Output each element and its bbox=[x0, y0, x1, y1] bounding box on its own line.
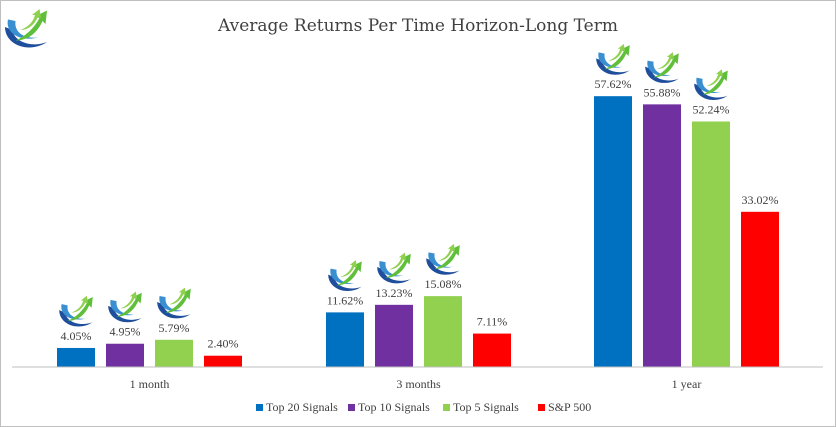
legend: Top 20 Signals Top 10 Signals Top 5 Signal… bbox=[256, 400, 591, 414]
bar-top-10-signals-1-month bbox=[106, 343, 144, 367]
bar-top-10-signals-3-months bbox=[375, 304, 413, 367]
category-label: 1 year bbox=[672, 377, 702, 391]
bar-s-p-500-1-year bbox=[741, 211, 779, 367]
category-label: 1 month bbox=[130, 377, 170, 391]
bars-layer bbox=[57, 96, 779, 367]
legend-label: Top 10 Signals bbox=[358, 400, 430, 414]
category-label: 3 months bbox=[396, 377, 441, 391]
growth-arrow-logo-icon bbox=[328, 260, 362, 291]
legend-swatch bbox=[538, 404, 545, 411]
data-label: 52.24% bbox=[693, 102, 730, 116]
legend-entry: Top 10 Signals bbox=[348, 400, 430, 414]
bar-top-5-signals-3-months bbox=[424, 296, 462, 367]
legend-swatch bbox=[256, 404, 263, 411]
growth-arrow-logo-icon bbox=[108, 291, 142, 323]
legend-label: Top 20 Signals bbox=[266, 400, 338, 414]
legend-swatch bbox=[348, 404, 355, 411]
growth-arrow-logo-icon bbox=[157, 287, 191, 319]
growth-arrow-logo-icon bbox=[694, 69, 728, 101]
legend-entry: Top 20 Signals bbox=[256, 400, 338, 414]
data-labels-layer: 4.05% 11.62% 57.62% 4.95% 13.23% 55.88% 5.79% 1… bbox=[61, 77, 779, 351]
data-label: 11.62% bbox=[327, 293, 364, 307]
bar-top-20-signals-1-year bbox=[594, 96, 632, 367]
data-label: 4.05% bbox=[61, 329, 92, 343]
legend-swatch bbox=[443, 404, 450, 411]
data-label: 4.95% bbox=[110, 325, 141, 339]
legend-label: Top 5 Signals bbox=[453, 400, 519, 414]
growth-arrow-logo-icon bbox=[377, 252, 411, 284]
data-label: 13.23% bbox=[376, 286, 413, 300]
legend-entry: S&P 500 bbox=[538, 400, 591, 414]
data-label: 55.88% bbox=[644, 85, 681, 99]
data-label: 7.11% bbox=[477, 315, 508, 329]
bar-top-5-signals-1-year bbox=[692, 121, 730, 367]
growth-arrow-logo-icon bbox=[596, 43, 630, 75]
bar-s-p-500-3-months bbox=[473, 333, 511, 367]
category-labels: 1 month 3 months 1 year bbox=[130, 377, 702, 391]
data-label: 2.40% bbox=[208, 337, 239, 351]
growth-arrow-logo-icon bbox=[426, 243, 460, 275]
data-label: 57.62% bbox=[595, 77, 632, 91]
bar-s-p-500-1-month bbox=[204, 355, 242, 367]
bar-top-20-signals-3-months bbox=[326, 312, 364, 367]
growth-arrow-logo-icon bbox=[5, 9, 47, 48]
growth-arrow-logo-icon bbox=[59, 295, 93, 327]
corner-logo bbox=[5, 9, 47, 48]
chart-title: Average Returns Per Time Horizon-Long Te… bbox=[217, 16, 618, 36]
legend-entry: Top 5 Signals bbox=[443, 400, 519, 414]
bar-top-20-signals-1-month bbox=[57, 347, 95, 367]
legend-label: S&P 500 bbox=[548, 400, 591, 414]
data-label: 15.08% bbox=[425, 277, 462, 291]
bar-top-5-signals-1-month bbox=[155, 339, 193, 367]
data-label: 33.02% bbox=[742, 193, 779, 207]
bar-top-10-signals-1-year bbox=[643, 104, 681, 367]
growth-arrow-logo-icon bbox=[645, 52, 679, 83]
data-label: 5.79% bbox=[159, 321, 190, 335]
